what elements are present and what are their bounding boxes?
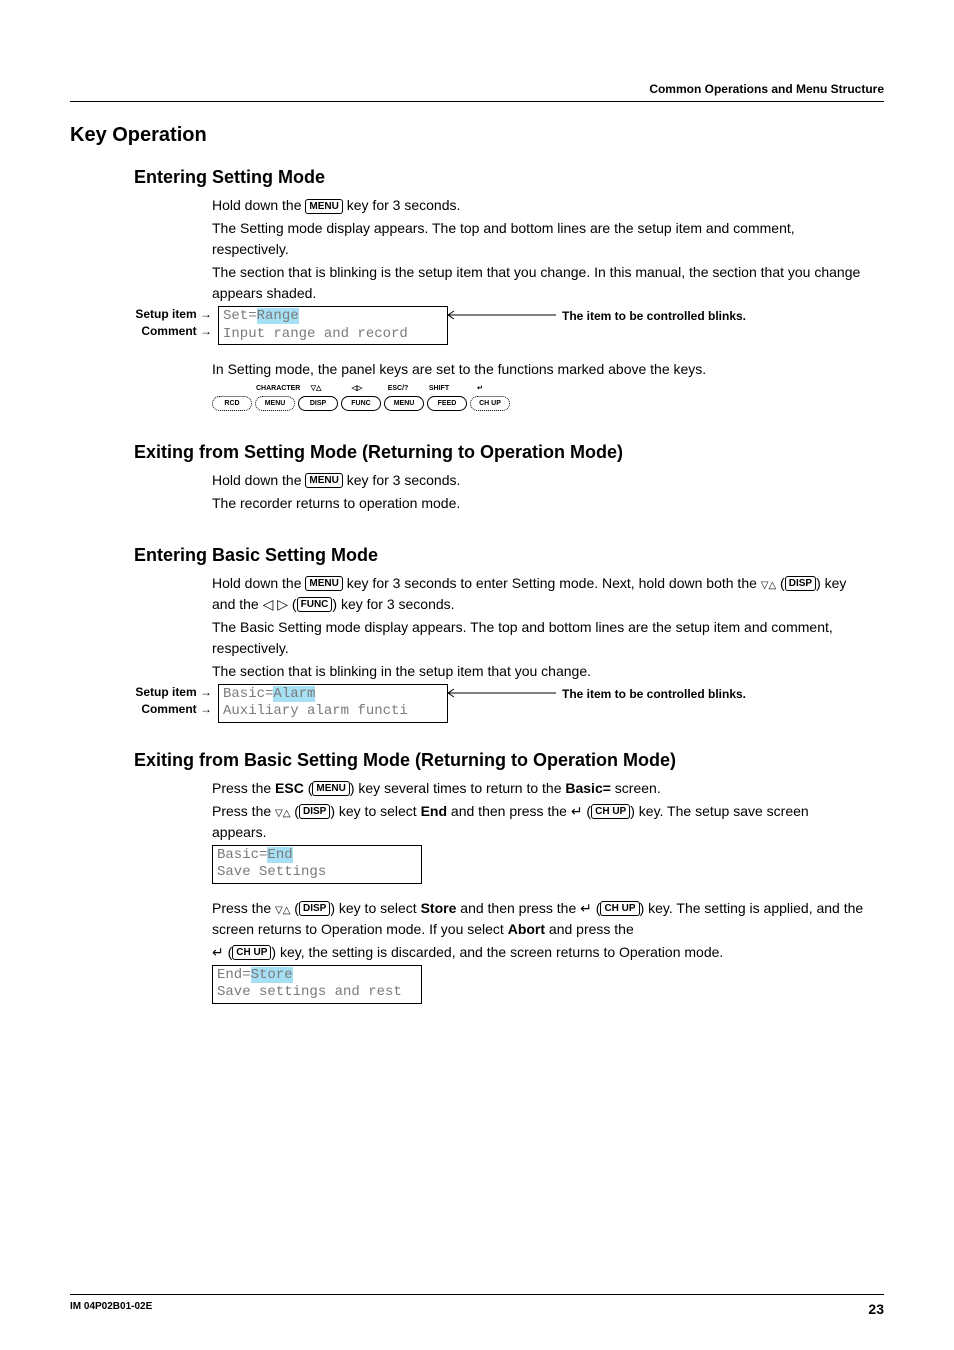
hwkey-func: FUNC (341, 396, 381, 411)
store-label: Store (421, 900, 457, 916)
hwkey-disp: DISP (298, 396, 338, 411)
sec2-body: Hold down the MENU key for 3 seconds. Th… (212, 470, 864, 514)
hwkey-rcd: RCD (212, 396, 252, 411)
text: The Setting mode display appears. The to… (212, 218, 864, 260)
text: The section that is blinking is the setu… (212, 262, 864, 304)
text: key for 3 seconds. (347, 197, 461, 213)
updown-icon: ▽△ (275, 905, 290, 916)
text: and then press the (447, 803, 571, 819)
disp-key: DISP (785, 576, 816, 591)
menu-key: MENU (312, 781, 349, 796)
text: and press the (545, 921, 634, 937)
menu-key: MENU (305, 473, 342, 488)
hwkey-feed: FEED (427, 396, 467, 411)
text: screen. (611, 780, 661, 796)
heading-exiting-setting-mode: Exiting from Setting Mode (Returning to … (134, 439, 884, 466)
basic-eq: Basic= (565, 780, 611, 796)
updown-icon: ▽△ (761, 580, 776, 591)
heading-entering-setting-mode: Entering Setting Mode (134, 164, 884, 191)
hwkey-menu2: MENU (384, 396, 424, 411)
hwkey-chup: CH UP (470, 396, 510, 411)
text: The recorder returns to operation mode. (212, 493, 864, 514)
text: ) key, the setting is discarded, and the… (271, 944, 723, 960)
heading-key-operation: Key Operation (70, 120, 884, 150)
keylabel: ↵ (461, 384, 499, 395)
hwkey-menu: MENU (255, 396, 295, 411)
setting-mode-display: Set=Range Input range and record (218, 306, 448, 345)
heading-entering-basic-setting-mode: Entering Basic Setting Mode (134, 542, 884, 569)
enter-icon: ↵ (580, 900, 592, 916)
chup-key: CH UP (600, 901, 639, 916)
end-label: End (421, 803, 447, 819)
text: ) key for 3 seconds. (332, 596, 454, 612)
abort-label: Abort (508, 921, 545, 937)
enter-icon: ↵ (212, 944, 224, 960)
callout-arrow (448, 306, 568, 324)
func-key: FUNC (297, 597, 333, 612)
leftright-icon: ◁ ▷ (263, 596, 288, 612)
keylabel: ▽△ (297, 384, 335, 395)
enter-icon: ↵ (571, 803, 583, 819)
sec4-body: Press the ESC (MENU) key several times t… (212, 778, 864, 843)
sec1-body2: In Setting mode, the panel keys are set … (212, 359, 864, 380)
text: Press the (212, 780, 275, 796)
keylabel: ESC/? (379, 384, 417, 395)
text: key for 3 seconds to enter Setting mode.… (347, 575, 761, 591)
footer-left: IM 04P02B01-02E (70, 1299, 152, 1320)
sec3-body: Hold down the MENU key for 3 seconds to … (212, 573, 864, 682)
text: key for 3 seconds. (347, 472, 461, 488)
basic-setting-display: Basic=Alarm Auxiliary alarm functi (218, 684, 448, 723)
updown-icon: ▽△ (275, 808, 290, 819)
heading-exiting-basic-setting-mode: Exiting from Basic Setting Mode (Returni… (134, 747, 884, 774)
callout-arrow (448, 684, 568, 702)
text: Hold down the (212, 575, 305, 591)
keylabel: ◁▷ (338, 384, 376, 395)
display-labels: Setup item → Comment → (114, 306, 218, 341)
text: ) key to select (330, 803, 420, 819)
sec4-body2: Press the ▽△ (DISP) key to select Store … (212, 898, 864, 963)
page-number: 23 (868, 1299, 884, 1320)
text: Press the (212, 803, 275, 819)
text: The section that is blinking in the setu… (212, 661, 864, 682)
keylabel: SHIFT (420, 384, 458, 395)
text: The Basic Setting mode display appears. … (212, 617, 864, 659)
panel-keys: CHARACTER ▽△ ◁▷ ESC/? SHIFT ↵ RCD MENU D… (212, 384, 884, 411)
basic-end-display: Basic=End Save Settings (212, 845, 422, 884)
esc-label: ESC (275, 780, 304, 796)
end-store-display: End=Store Save settings and rest (212, 965, 422, 1004)
display-labels: Setup item → Comment → (114, 684, 218, 719)
page-header: Common Operations and Menu Structure (70, 80, 884, 102)
callout-text: The item to be controlled blinks. (562, 307, 746, 325)
text: and then press the (456, 900, 580, 916)
sec1-body: Hold down the MENU key for 3 seconds. Th… (212, 195, 864, 304)
menu-key: MENU (305, 576, 342, 591)
text: In Setting mode, the panel keys are set … (212, 359, 864, 380)
callout-text: The item to be controlled blinks. (562, 685, 746, 703)
text: Hold down the (212, 472, 305, 488)
text: ) key several times to return to the (350, 780, 566, 796)
menu-key: MENU (305, 199, 342, 214)
disp-key: DISP (299, 901, 330, 916)
text: ) key to select (330, 900, 420, 916)
page-footer: IM 04P02B01-02E 23 (70, 1294, 884, 1320)
text: Press the (212, 900, 275, 916)
chup-key: CH UP (591, 804, 630, 819)
chup-key: CH UP (232, 945, 271, 960)
text: Hold down the (212, 197, 305, 213)
disp-key: DISP (299, 804, 330, 819)
keylabel: CHARACTER (256, 384, 294, 395)
